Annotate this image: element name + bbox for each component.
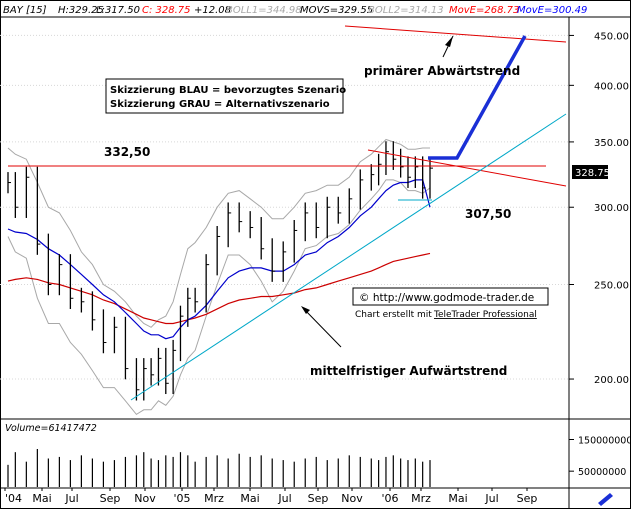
y-tick-label-250: 250.00: [594, 280, 629, 291]
medium-trend-label: mittelfristiger Aufwärtstrend: [310, 364, 507, 378]
x-tick-label-Jul: Jul: [64, 492, 78, 505]
header-close: C: 328.75: [142, 5, 191, 16]
pen-tool-icon-bg: [570, 489, 630, 508]
x-tick-label-Mrz: Mrz: [411, 492, 431, 505]
volume-tick-label: 50000000: [578, 467, 626, 478]
y-tick-label-400: 400.00: [594, 81, 629, 92]
analysis-drawings: [8, 25, 567, 401]
header-high: H:329.25: [58, 5, 104, 16]
y-axis-ticks: 200.00 250.00 300.00 350.00 400.00 450.00: [569, 31, 629, 386]
x-tick-label-Mai: Mai: [32, 492, 51, 505]
scenario-blue-path: [428, 35, 527, 160]
legend-line-blue: Skizzierung BLAU = bevorzugtes Szenario: [110, 85, 346, 96]
ohlc-bars: [7, 141, 433, 401]
x-tick-label-Sep: Sep: [100, 492, 121, 505]
legend-box: Skizzierung BLAU = bevorzugtes Szenario …: [105, 78, 346, 114]
x-tick-label-'04: '04: [5, 492, 22, 505]
chart-header: BAY [15] H:329.25 L:317.50 C: 328.75 +12…: [3, 5, 587, 16]
header-boll2: BOLL2=314.13: [368, 5, 444, 16]
resistance-label: 332,50: [104, 145, 150, 159]
series-lines: [7, 138, 431, 416]
x-tick-label-Jul: Jul: [277, 492, 291, 505]
primary-trend-label: primärer Abwärtstrend: [364, 64, 520, 78]
y-tick-label-200: 200.00: [594, 375, 629, 386]
downtrend-line-short: [367, 149, 567, 187]
uptrend-line: [130, 113, 567, 401]
legend-box-frame: [105, 78, 344, 114]
copyright-frame: [352, 287, 549, 306]
header-move-red: MovE=268.73: [449, 5, 519, 16]
y-tick-label-350: 350.00: [594, 138, 629, 149]
x-tick-label-Sep: Sep: [517, 492, 538, 505]
header-move-blue: MovE=300.49: [517, 5, 587, 16]
x-tick-label-Sep: Sep: [308, 492, 329, 505]
x-tick-label-Mai: Mai: [448, 492, 467, 505]
legend-line-grey: Skizzierung GRAU = Alternativszenario: [110, 99, 330, 110]
series-line-3: [7, 252, 431, 325]
primary-downtrend-line: [344, 25, 567, 43]
pen-tool-icon[interactable]: [570, 489, 630, 508]
series-line-4: [7, 179, 431, 340]
arrow-primary-trend-head: [445, 36, 453, 47]
support-label: 307,50: [465, 207, 511, 221]
x-tick-label-'05: '05: [173, 492, 190, 505]
x-tick-label-Mrz: Mrz: [204, 492, 224, 505]
x-axis-ticks: '04 Mai Jul Sep Nov '05 Mrz Mai Jul Sep Nov '06 Mrz M…: [4, 488, 538, 505]
volume-label: Volume=61417472: [5, 423, 97, 434]
arrow-medium-trend-head: [301, 306, 310, 314]
x-tick-label-Jul: Jul: [484, 492, 498, 505]
y-tick-label-450: 450.00: [594, 31, 629, 42]
arrow-medium-trend: [302, 307, 342, 348]
created-by-text: Chart erstellt mit: [355, 310, 432, 320]
software-link[interactable]: TeleTrader Professional: [433, 310, 537, 320]
copyright-text: © http://www.godmode-trader.de: [359, 292, 534, 304]
x-tick-label-Mai: Mai: [240, 492, 259, 505]
volume-tick-label: 150000000: [578, 436, 631, 447]
last-price-marker: 328.75: [572, 165, 610, 179]
pen-tool-icon-shape: [598, 493, 613, 506]
header-boll1: BOLL1=344.98: [226, 5, 302, 16]
series-line-1: [7, 138, 430, 328]
copyright-box: © http://www.godmode-trader.de Chart ers…: [352, 287, 549, 320]
volume-axis-ticks: 150000000 50000000: [7, 436, 631, 487]
x-tick-label-'06: '06: [381, 492, 398, 505]
y-tick-label-300: 300.00: [594, 203, 629, 214]
header-symbol: BAY [15]: [3, 5, 47, 16]
x-tick-label-Nov: Nov: [341, 492, 363, 505]
series-line-2: [7, 179, 431, 416]
last-price-value: 328.75: [575, 168, 610, 179]
header-low: L:317.50: [96, 5, 140, 16]
last-price-box: [572, 165, 608, 179]
header-change: +12.08: [194, 5, 231, 16]
header-movs: MOVS=329.55: [300, 5, 373, 16]
x-tick-label-Nov: Nov: [134, 492, 156, 505]
